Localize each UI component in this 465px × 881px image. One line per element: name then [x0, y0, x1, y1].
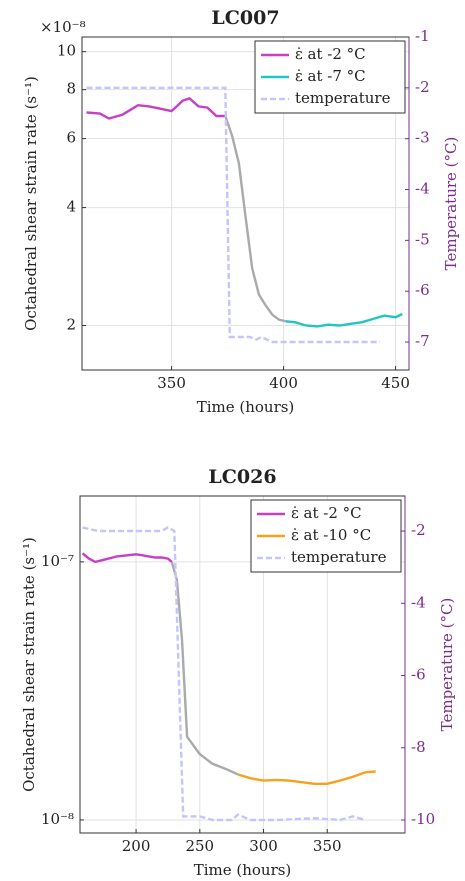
- y2-tick-label: -4: [411, 593, 426, 611]
- x-tick-label: 350: [157, 374, 186, 392]
- legend-label: temperature: [295, 89, 391, 107]
- y2-tick-label: -2: [411, 521, 426, 539]
- legend-label: ε̇ at -2 °C: [291, 504, 362, 522]
- legend-label: temperature: [291, 548, 387, 566]
- series-line: [86, 86, 380, 344]
- x-axis-label: Time (hours): [197, 398, 295, 416]
- y2-tick-label: -3: [415, 129, 430, 147]
- y-axis-label: Octahedral shear strain rate (s⁻¹): [20, 537, 38, 792]
- x-tick-label: 450: [381, 374, 410, 392]
- series-line: [82, 526, 366, 822]
- y2-tick-label: -5: [415, 230, 430, 248]
- series-line: [86, 97, 226, 120]
- y-tick-label: 4: [66, 198, 76, 216]
- y-multiplier: ×10⁻⁸: [40, 18, 86, 36]
- y2-tick-label: -8: [411, 738, 426, 756]
- y2-tick-label: -7: [415, 332, 430, 350]
- y-tick-label: 6: [66, 129, 76, 147]
- y2-tick-label: -4: [415, 180, 430, 198]
- y-tick-label: 8: [66, 80, 76, 98]
- chart-title: LC007: [211, 7, 279, 29]
- legend-label: ε̇ at -2 °C: [295, 45, 366, 63]
- series-line: [170, 561, 239, 776]
- y2-axis-label: Temperature (°C): [442, 137, 460, 271]
- chart-title: LC026: [208, 466, 276, 488]
- series-line: [237, 770, 376, 785]
- x-tick-label: 250: [185, 837, 214, 855]
- x-axis-label: Time (hours): [194, 861, 292, 877]
- y2-tick-label: -6: [411, 666, 426, 684]
- legend-label: ε̇ at -7 °C: [295, 67, 366, 85]
- y-tick-label: 10: [57, 42, 76, 60]
- y2-tick-label: -2: [415, 78, 430, 96]
- legend-label: ε̇ at -10 °C: [291, 526, 371, 544]
- y-tick-label: 10⁻⁷: [41, 552, 74, 570]
- x-tick-label: 200: [122, 837, 151, 855]
- y2-tick-label: -1: [415, 27, 430, 45]
- y2-tick-label: -6: [415, 281, 430, 299]
- y2-axis-label: Temperature (°C): [438, 598, 456, 732]
- series-line: [81, 552, 173, 564]
- y2-tick-label: -10: [411, 810, 435, 828]
- x-tick-label: 350: [313, 837, 342, 855]
- y-axis-label: Octahedral shear strain rate (s⁻¹): [22, 76, 40, 331]
- series-line: [285, 312, 403, 328]
- x-tick-label: 400: [269, 374, 298, 392]
- y-tick-label: 10⁻⁸: [41, 810, 74, 828]
- series-line: [224, 115, 287, 323]
- y-tick-label: 2: [66, 316, 76, 334]
- x-tick-label: 300: [249, 837, 278, 855]
